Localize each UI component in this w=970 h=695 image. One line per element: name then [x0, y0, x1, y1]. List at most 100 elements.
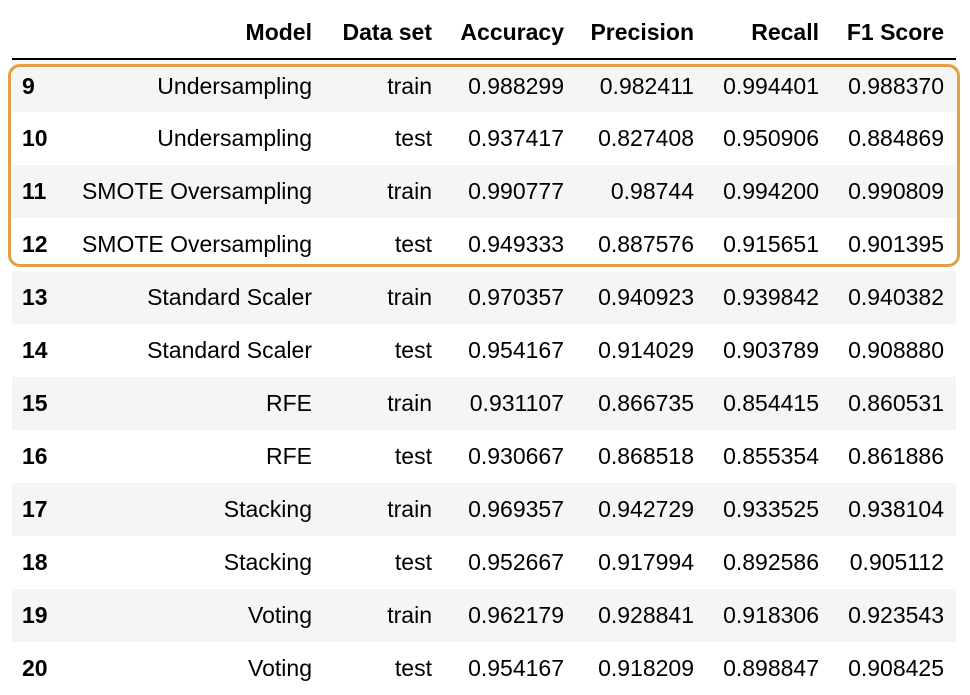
cell-f1-score: 0.860531: [848, 390, 944, 416]
cell-f1-score: 0.990809: [848, 178, 944, 204]
cell-model: Voting: [248, 655, 312, 681]
cell-recall: 0.994401: [723, 72, 819, 99]
cell-accuracy: 0.931107: [469, 390, 564, 416]
cell-f1-score: 0.861886: [848, 443, 944, 469]
cell-precision: 0.942729: [598, 496, 694, 522]
cell-recall: 0.939842: [723, 284, 819, 310]
cell-recall: 0.994200: [723, 178, 819, 204]
cell-precision: 0.827408: [598, 125, 694, 151]
cell-f1-score: 0.908880: [848, 337, 944, 363]
table-row: 11 SMOTE Oversampling train 0.990777 0.98744…: [12, 165, 956, 218]
cell-dataset: train: [387, 496, 432, 522]
cell-f1-score: 0.938104: [848, 496, 944, 522]
cell-model: Undersampling: [157, 125, 312, 151]
row-index: 20: [22, 655, 48, 681]
table-row: 14 Standard Scaler test 0.954167 0.914029 0.9…: [12, 324, 956, 377]
cell-recall: 0.903789: [723, 337, 819, 363]
cell-dataset: train: [387, 284, 432, 310]
row-index: 12: [22, 231, 48, 257]
table-row: 13 Standard Scaler train 0.970357 0.940923 0.…: [12, 271, 956, 324]
table-row: 20 Voting test 0.954167 0.918209 0.898847 0.90…: [12, 642, 956, 695]
cell-dataset: train: [387, 178, 432, 204]
row-index: 16: [22, 443, 48, 469]
cell-precision: 0.887576: [598, 231, 694, 257]
header-dataset: Data set: [324, 6, 444, 60]
cell-accuracy: 0.954167: [468, 337, 564, 363]
cell-dataset: test: [394, 231, 432, 257]
cell-model: RFE: [266, 390, 312, 416]
row-index: 9: [22, 72, 35, 99]
cell-accuracy: 0.930667: [468, 443, 564, 469]
table-row: 17 Stacking train 0.969357 0.942729 0.933525 0…: [12, 483, 956, 536]
row-index: 17: [22, 496, 48, 522]
cell-f1-score: 0.908425: [848, 655, 944, 681]
cell-dataset: train: [387, 390, 432, 416]
table-row: 12 SMOTE Oversampling test 0.949333 0.887576…: [12, 218, 956, 271]
cell-f1-score: 0.905112: [849, 549, 944, 575]
table-row: 10 Undersampling test 0.937417 0.827408 0.950…: [12, 112, 956, 165]
header-recall: Recall: [706, 6, 831, 60]
table-row: 15 RFE train 0.931107 0.866735 0.854415 0.8605…: [12, 377, 956, 430]
header-row: Model Data set Accuracy Precision Recall…: [12, 6, 956, 60]
cell-recall: 0.915651: [723, 231, 819, 257]
cell-precision: 0.918209: [598, 655, 694, 681]
cell-recall: 0.950906: [723, 125, 819, 151]
cell-accuracy: 0.970357: [468, 284, 564, 310]
cell-model: Stacking: [223, 496, 312, 522]
row-index: 13: [22, 284, 48, 310]
cell-precision: 0.866735: [598, 390, 694, 416]
cell-model: Standard Scaler: [147, 337, 312, 363]
cell-precision: 0.917994: [598, 549, 694, 575]
cell-dataset: test: [394, 337, 432, 363]
cell-model: Stacking: [223, 549, 312, 575]
cell-f1-score: 0.884869: [848, 125, 944, 151]
cell-dataset: test: [394, 655, 432, 681]
cell-recall: 0.898847: [723, 655, 819, 681]
cell-f1-score: 0.940382: [848, 284, 944, 310]
cell-f1-score: 0.923543: [848, 602, 944, 628]
cell-recall: 0.933525: [723, 496, 819, 522]
cell-accuracy: 0.988299: [468, 72, 564, 99]
header-model: Model: [66, 6, 324, 60]
cell-recall: 0.918306: [723, 602, 819, 628]
header-index: [12, 6, 66, 60]
table-header: Model Data set Accuracy Precision Recall…: [12, 6, 956, 60]
dataframe-output: Model Data set Accuracy Precision Recall…: [12, 6, 956, 695]
cell-f1-score: 0.901395: [848, 231, 944, 257]
cell-recall: 0.854415: [723, 390, 819, 416]
cell-dataset: train: [387, 72, 432, 99]
cell-accuracy: 0.969357: [468, 496, 564, 522]
cell-accuracy: 0.937417: [468, 125, 564, 151]
cell-dataset: test: [394, 125, 432, 151]
cell-precision: 0.914029: [598, 337, 694, 363]
cell-dataset: train: [387, 602, 432, 628]
row-index: 18: [22, 549, 48, 575]
cell-accuracy: 0.954167: [468, 655, 564, 681]
cell-precision: 0.98744: [610, 178, 694, 204]
table-row: 19 Voting train 0.962179 0.928841 0.918306 0.9…: [12, 589, 956, 642]
results-table: Model Data set Accuracy Precision Recall…: [12, 6, 956, 695]
cell-accuracy: 0.949333: [468, 231, 564, 257]
row-index: 10: [22, 125, 48, 151]
table-body: 9 Undersampling train 0.988299 0.982411 0.994…: [12, 59, 956, 695]
cell-accuracy: 0.990777: [468, 178, 564, 204]
cell-model: Standard Scaler: [147, 284, 312, 310]
cell-model: SMOTE Oversampling: [81, 178, 312, 204]
row-index: 11: [22, 178, 47, 204]
cell-recall: 0.892586: [723, 549, 819, 575]
cell-precision: 0.868518: [598, 443, 694, 469]
cell-precision: 0.928841: [598, 602, 694, 628]
header-accuracy: Accuracy: [444, 6, 576, 60]
header-f1-score: F1 Score: [831, 6, 956, 60]
table-row: 16 RFE test 0.930667 0.868518 0.855354 0.86188…: [12, 430, 956, 483]
cell-model: SMOTE Oversampling: [81, 231, 312, 257]
cell-precision: 0.982411: [599, 72, 694, 99]
row-index: 14: [22, 337, 48, 363]
row-index: 15: [22, 390, 48, 416]
cell-model: Undersampling: [157, 72, 312, 99]
cell-model: Voting: [248, 602, 312, 628]
cell-accuracy: 0.952667: [468, 549, 564, 575]
cell-f1-score: 0.988370: [848, 72, 944, 99]
table-row: 18 Stacking test 0.952667 0.917994 0.892586 0.…: [12, 536, 956, 589]
cell-accuracy: 0.962179: [468, 602, 564, 628]
